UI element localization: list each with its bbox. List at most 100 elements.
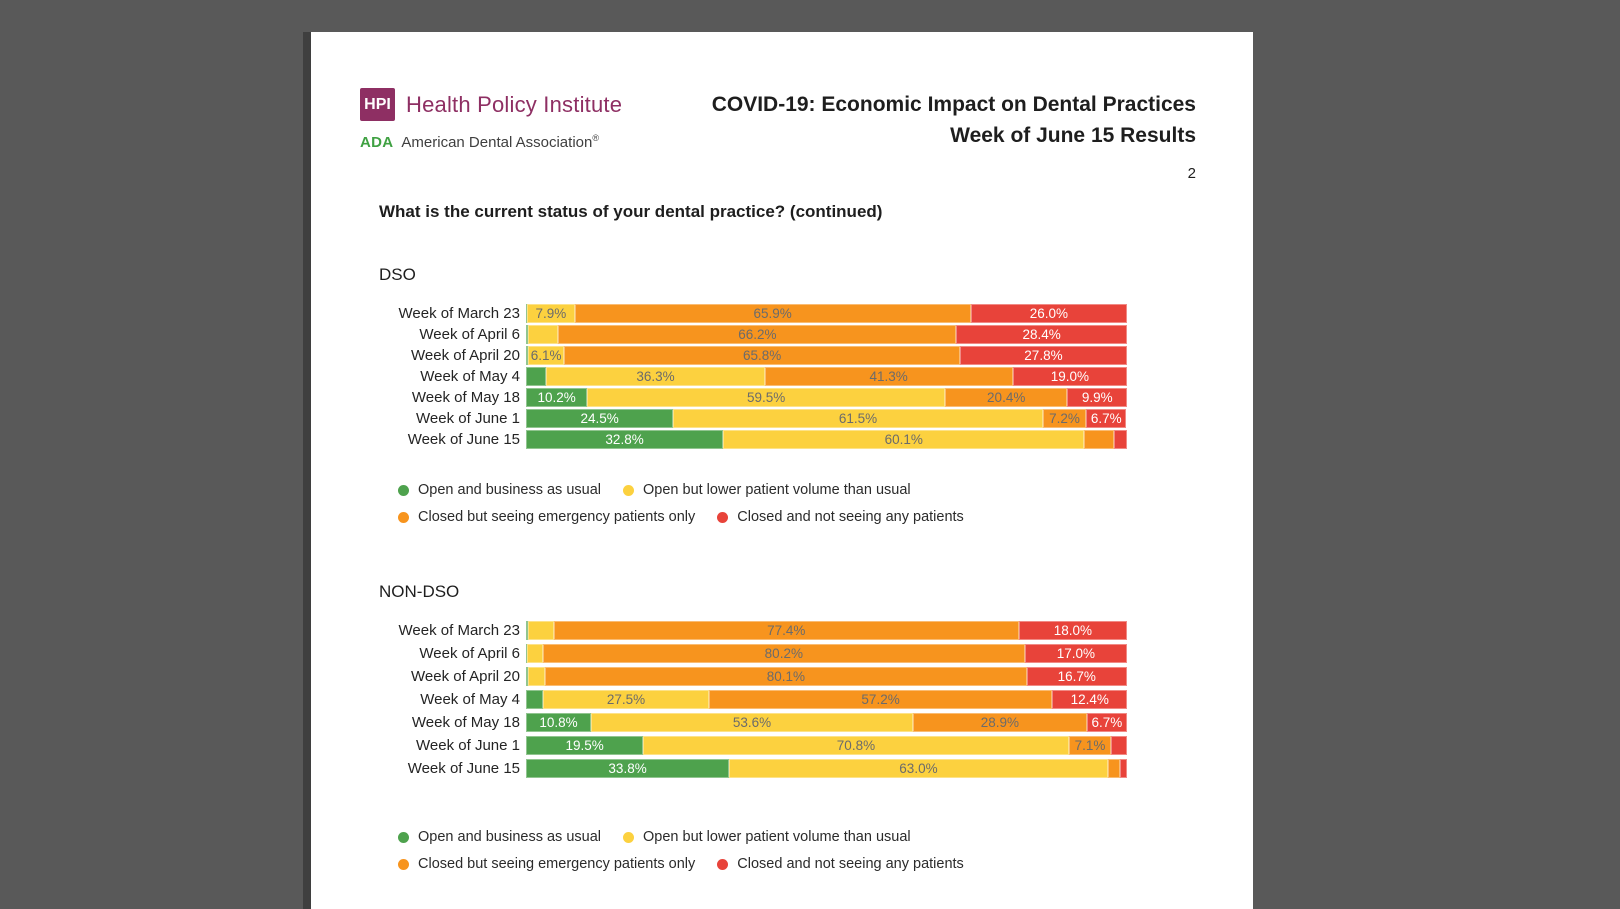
bar-segment bbox=[1111, 736, 1127, 755]
bar-segment bbox=[1119, 759, 1127, 778]
legend-item: Closed and not seeing any patients bbox=[717, 509, 964, 525]
bar-segment: 7.9% bbox=[527, 304, 575, 323]
bar-segment: 63.0% bbox=[729, 759, 1108, 778]
bar-segment: 6.1% bbox=[527, 346, 565, 365]
stacked-bar: 66.2% 28.4% bbox=[526, 325, 1127, 344]
row-label: Week of March 23 bbox=[398, 305, 520, 322]
bar-segment bbox=[526, 667, 528, 686]
bar-segment bbox=[526, 644, 528, 663]
bar-segment: 80.2% bbox=[542, 644, 1025, 663]
page-number: 2 bbox=[1187, 165, 1196, 182]
bar-segment: 61.5% bbox=[673, 409, 1043, 428]
bar-segment: 16.7% bbox=[1026, 667, 1127, 686]
chart-row: Week of May 4 27.5% 57.2% 12.4% bbox=[379, 690, 1127, 709]
bar-segment bbox=[528, 325, 559, 344]
bar-segment: 6.7% bbox=[1086, 713, 1127, 732]
slide-title-line2: Week of June 15 Results bbox=[950, 124, 1196, 147]
row-label: Week of March 23 bbox=[398, 622, 520, 639]
bar-segment: 20.4% bbox=[944, 388, 1068, 407]
chart-row: Week of June 15 32.8% 60.1% bbox=[379, 430, 1127, 449]
legend-dso: Open and business as usual Open but lowe… bbox=[398, 482, 986, 536]
legend-label: Open and business as usual bbox=[418, 829, 601, 845]
row-label: Week of May 18 bbox=[411, 389, 520, 406]
bar-segment: 60.1% bbox=[723, 430, 1085, 449]
bar-segment: 24.5% bbox=[526, 409, 674, 428]
question-heading: What is the current status of your denta… bbox=[379, 202, 883, 221]
bar-segment: 28.9% bbox=[913, 713, 1087, 732]
bar-segment: 9.9% bbox=[1067, 388, 1127, 407]
legend-item: Open but lower patient volume than usual bbox=[623, 482, 911, 498]
row-label: Week of May 18 bbox=[411, 714, 520, 731]
legend-label: Open but lower patient volume than usual bbox=[643, 829, 911, 845]
section-title-nondso: NON-DSO bbox=[379, 582, 460, 601]
legend-dot-green-icon bbox=[398, 484, 409, 496]
row-label: Week of June 15 bbox=[407, 760, 520, 777]
bar-segment: 19.0% bbox=[1012, 367, 1127, 386]
legend-label: Closed but seeing emergency patients onl… bbox=[418, 509, 696, 525]
stacked-bar: 6.1% 65.8% 27.8% bbox=[526, 346, 1127, 365]
bar-segment: 33.8% bbox=[526, 759, 730, 778]
bar-segment: 6.7% bbox=[1086, 409, 1127, 428]
bar-segment: 57.2% bbox=[708, 690, 1053, 709]
row-label: Week of June 1 bbox=[416, 737, 520, 754]
legend-item: Closed but seeing emergency patients onl… bbox=[398, 856, 695, 872]
bar-segment bbox=[527, 667, 546, 686]
document-page: HPI Health Policy Institute ADA American… bbox=[303, 32, 1253, 909]
row-label: Week of June 1 bbox=[416, 410, 520, 427]
chart-row: Week of May 18 10.8% 53.6% 28.9% 6.7% bbox=[379, 713, 1127, 732]
bar-segment: 10.2% bbox=[526, 388, 588, 407]
legend-dot-orange-icon bbox=[398, 511, 409, 523]
legend-label: Closed and not seeing any patients bbox=[737, 509, 964, 525]
bar-segment: 77.4% bbox=[553, 621, 1019, 640]
stacked-bar: 24.5% 61.5% 7.2% 6.7% bbox=[526, 409, 1127, 428]
stacked-bar: 80.2% 17.0% bbox=[526, 644, 1127, 663]
row-label: Week of April 20 bbox=[411, 668, 520, 685]
chart-row: Week of March 23 7.9% 65.9% 26.0% bbox=[379, 304, 1127, 323]
chart-row: Week of March 23 77.4% 18.0% bbox=[379, 621, 1127, 640]
legend-item: Open and business as usual bbox=[398, 482, 601, 498]
chart-row: Week of June 15 33.8% 63.0% bbox=[379, 759, 1127, 778]
legend-item: Closed but seeing emergency patients onl… bbox=[398, 509, 695, 525]
bar-segment: 10.8% bbox=[526, 713, 591, 732]
ada-name: American Dental Association® bbox=[401, 133, 599, 151]
bar-segment bbox=[526, 304, 528, 323]
bar-segment: 70.8% bbox=[643, 736, 1069, 755]
stacked-bar: 27.5% 57.2% 12.4% bbox=[526, 690, 1127, 709]
stacked-bar: 32.8% 60.1% bbox=[526, 430, 1127, 449]
bar-segment bbox=[526, 621, 528, 640]
stacked-bar: 7.9% 65.9% 26.0% bbox=[526, 304, 1127, 323]
chart-row: Week of April 20 80.1% 16.7% bbox=[379, 667, 1127, 686]
legend-dot-red-icon bbox=[717, 858, 729, 870]
registered-trademark: ® bbox=[592, 133, 599, 143]
stacked-bar: 80.1% 16.7% bbox=[526, 667, 1127, 686]
bar-segment: 59.5% bbox=[587, 388, 945, 407]
dso-stacked-bar-chart: Week of March 23 7.9% 65.9% 26.0% Week of Ap… bbox=[379, 304, 1127, 451]
bar-segment: 65.9% bbox=[574, 304, 971, 323]
legend-dot-orange-icon bbox=[398, 858, 409, 870]
bar-segment bbox=[1114, 430, 1127, 449]
chart-row: Week of April 20 6.1% 65.8% 27.8% bbox=[379, 346, 1127, 365]
row-label: Week of June 15 bbox=[407, 431, 520, 448]
bar-segment bbox=[526, 325, 529, 344]
bar-segment bbox=[526, 346, 528, 365]
bar-segment: 19.5% bbox=[526, 736, 644, 755]
row-label: Week of May 4 bbox=[420, 368, 520, 385]
legend-dot-yellow-icon bbox=[623, 484, 634, 496]
nondso-stacked-bar-chart: Week of March 23 77.4% 18.0% Week of April … bbox=[379, 621, 1127, 782]
legend-item: Open but lower patient volume than usual bbox=[623, 829, 911, 845]
bar-segment: 27.5% bbox=[543, 690, 709, 709]
bar-segment: 66.2% bbox=[558, 325, 957, 344]
chart-row: Week of June 1 19.5% 70.8% 7.1% bbox=[379, 736, 1127, 755]
section-title-dso: DSO bbox=[379, 265, 416, 284]
legend-label: Open but lower patient volume than usual bbox=[643, 482, 911, 498]
bar-segment: 18.0% bbox=[1018, 621, 1127, 640]
bar-segment: 36.3% bbox=[546, 367, 765, 386]
ada-abbreviation: ADA bbox=[360, 134, 394, 151]
bar-segment: 28.4% bbox=[956, 325, 1127, 344]
bar-segment bbox=[527, 644, 543, 663]
bar-segment: 17.0% bbox=[1024, 644, 1127, 663]
stacked-bar: 10.2% 59.5% 20.4% 9.9% bbox=[526, 388, 1127, 407]
legend-dot-red-icon bbox=[717, 511, 729, 523]
hpi-logo-icon: HPI bbox=[360, 88, 395, 121]
stacked-bar: 33.8% 63.0% bbox=[526, 759, 1127, 778]
